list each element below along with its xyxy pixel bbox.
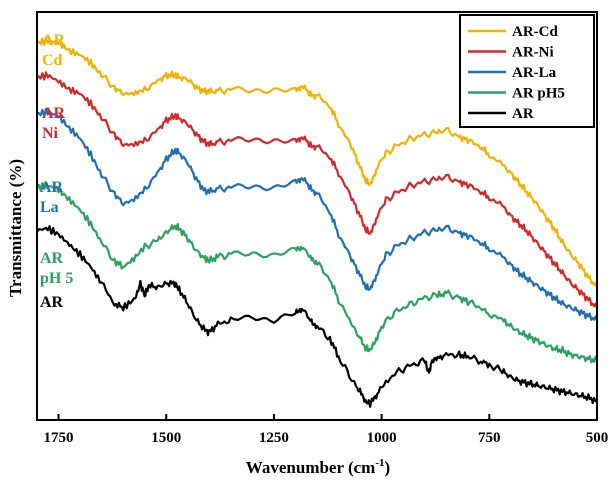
x-tick-label: 500 <box>586 430 609 446</box>
curve-label: pH 5 <box>40 270 73 287</box>
series-line-ar-cd <box>36 36 599 288</box>
curve-label: La <box>40 199 59 216</box>
x-axis-label-sup: -1 <box>375 457 384 469</box>
x-tick-label: 1250 <box>259 430 289 446</box>
axes-frame <box>36 11 598 421</box>
y-axis-label: Transmittance (%) <box>6 159 25 297</box>
curve-labels: AR Cd AR Ni AR La AR pH 5 AR <box>40 32 73 311</box>
x-axis-label-main: Wavenumber (cm <box>246 458 376 477</box>
plot-area <box>36 36 599 408</box>
curve-label: Ni <box>42 125 59 142</box>
x-tick-label: 1000 <box>367 430 397 446</box>
curve-label: AR <box>40 250 64 267</box>
x-tick-label: 1500 <box>151 430 181 446</box>
curve-label: AR <box>40 179 64 196</box>
curve-label: AR <box>40 294 64 311</box>
legend-label: AR-Cd <box>512 24 558 40</box>
curve-label: AR <box>42 105 66 122</box>
series-line-ar-la <box>36 107 599 321</box>
legend-label: AR <box>512 106 534 122</box>
legend-label: AR pH5 <box>512 86 565 102</box>
series-line-ar-ph5 <box>36 181 599 364</box>
legend-label: AR-La <box>512 65 557 81</box>
x-tick-label: 1750 <box>44 430 74 446</box>
x-axis-ticks: 1750 1500 1250 1000 750 500 <box>44 414 609 446</box>
curve-label: Cd <box>42 52 63 69</box>
x-axis-label-close: ) <box>385 458 391 477</box>
curve-label: AR <box>42 32 66 49</box>
legend: AR-Cd AR-Ni AR-La AR pH5 AR <box>459 14 595 128</box>
series-line-ar-ni <box>36 71 599 309</box>
legend-label: AR-Ni <box>512 45 554 61</box>
x-axis-label: Wavenumber (cm-1) <box>246 457 390 477</box>
x-tick-label: 750 <box>478 430 501 446</box>
series-line-ar <box>36 225 598 408</box>
